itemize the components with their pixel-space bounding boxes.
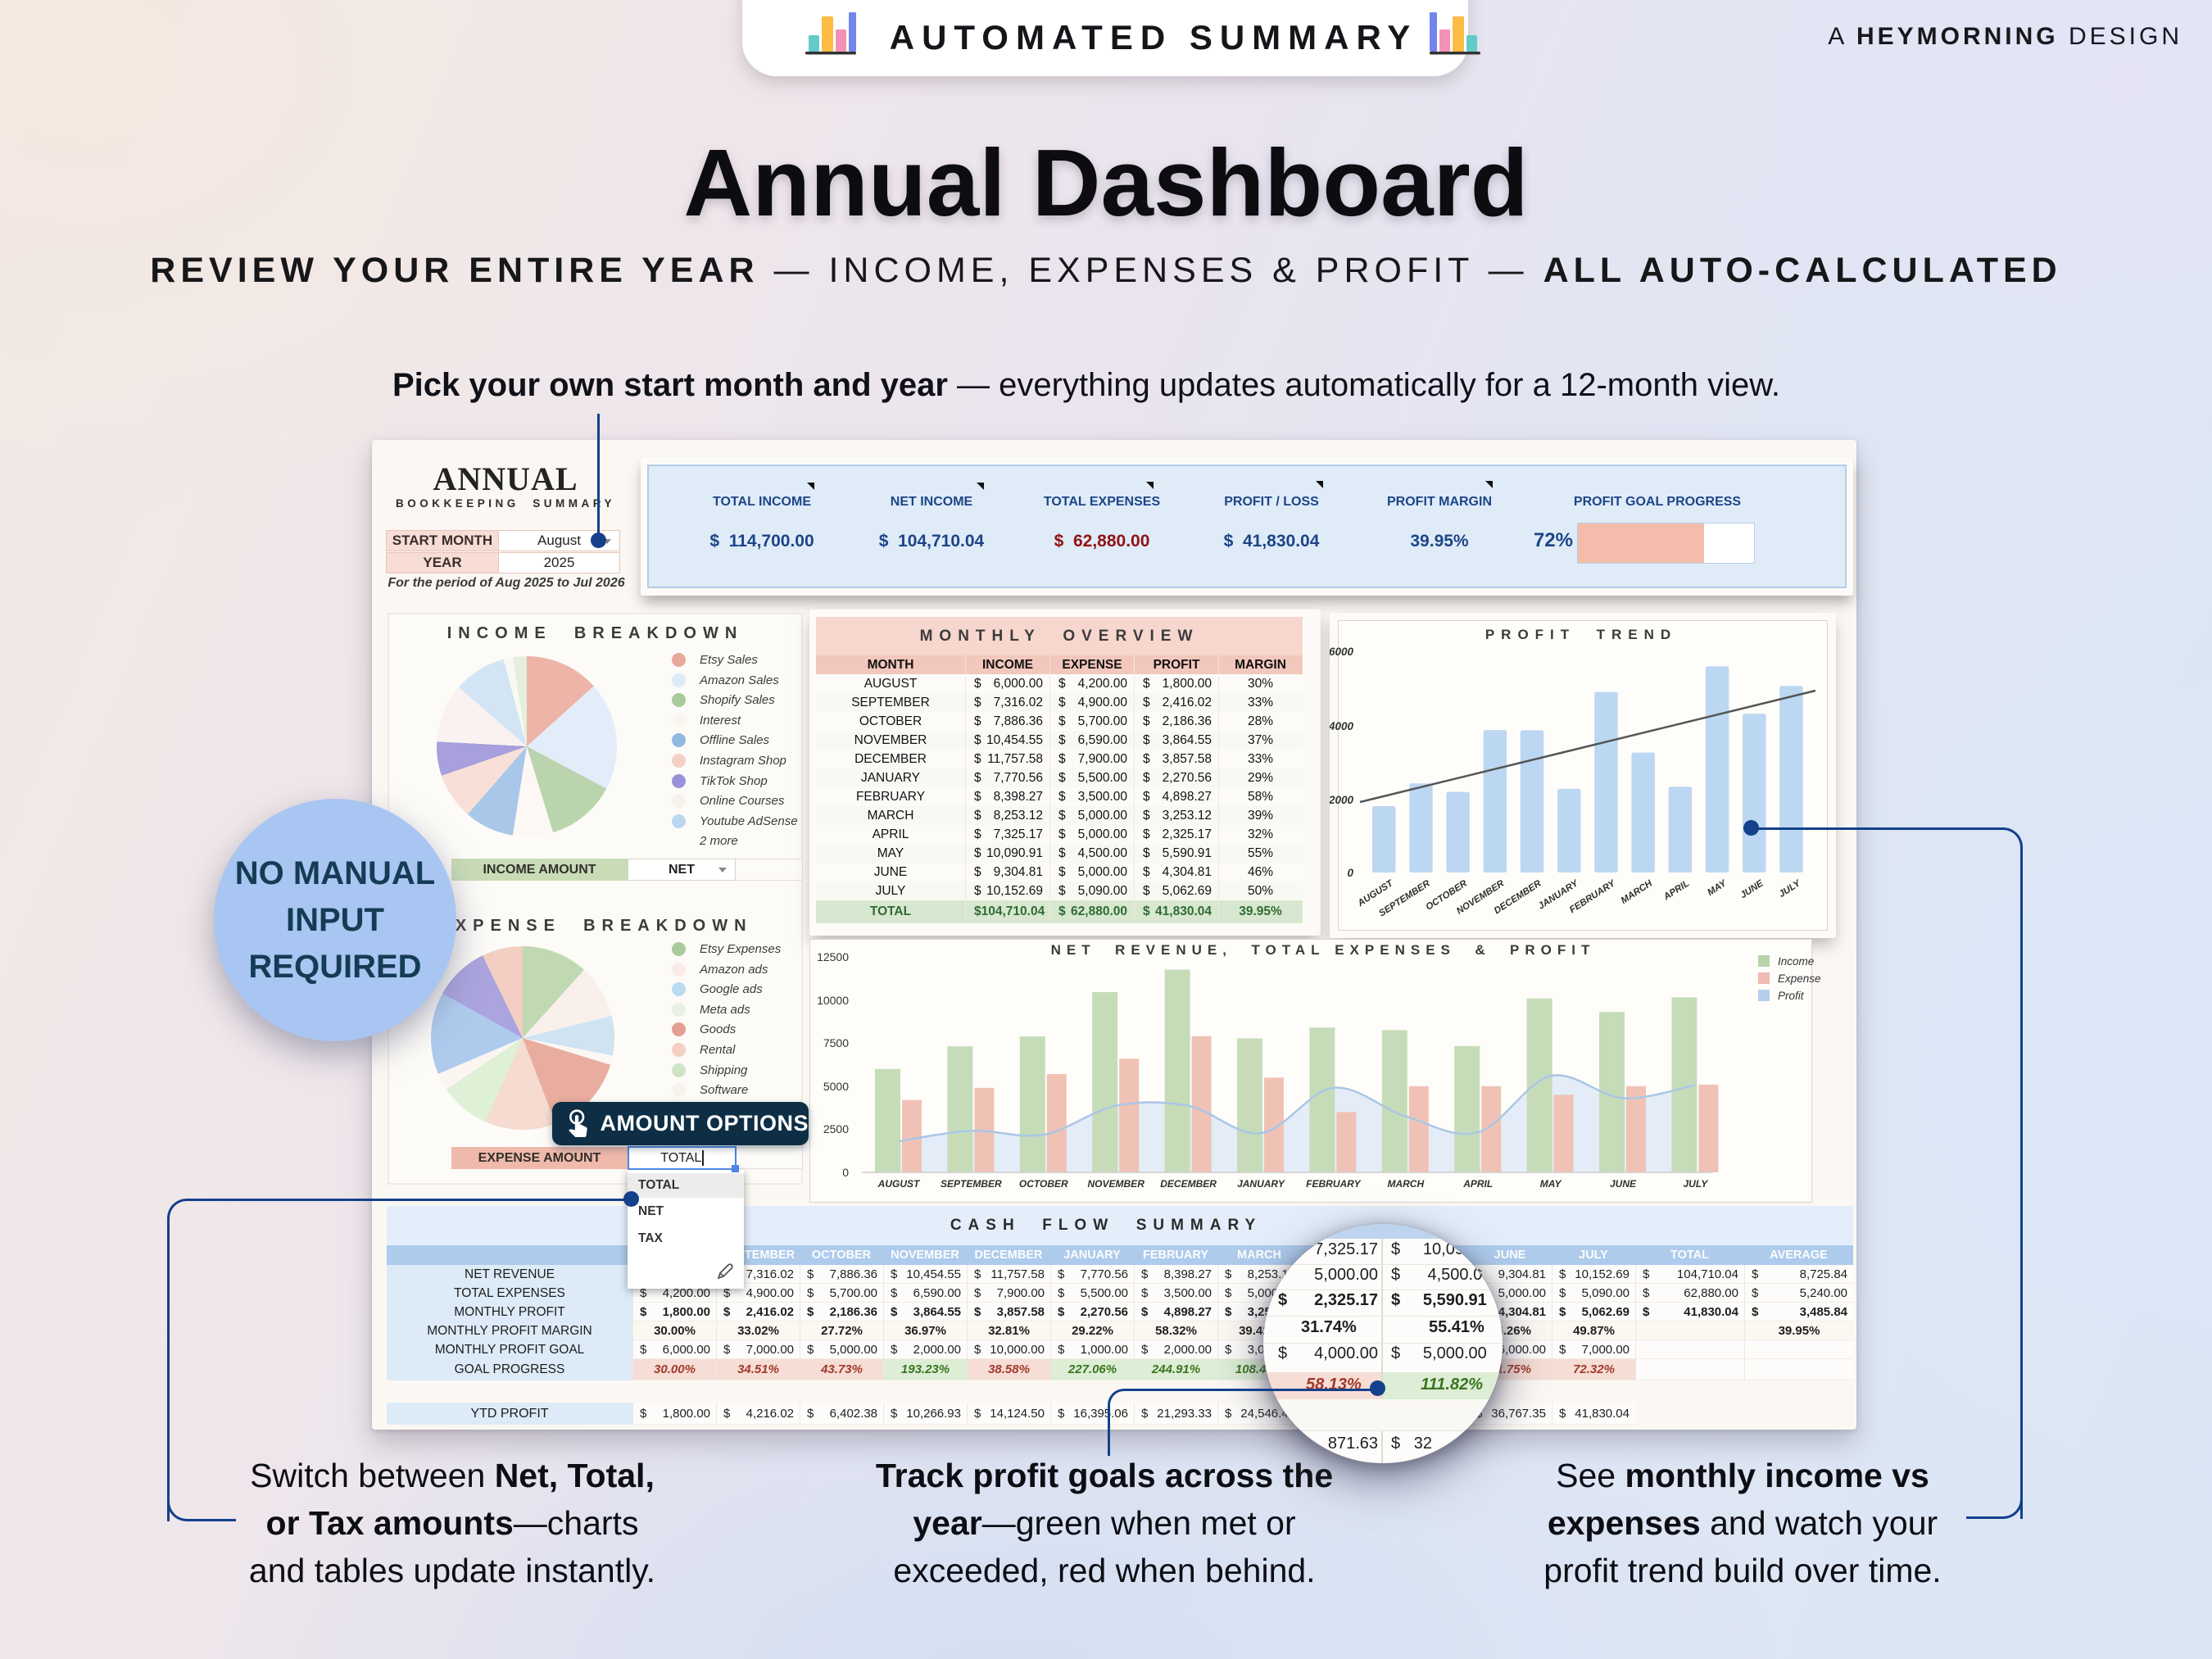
svg-text:6000: 6000 [1330,646,1353,658]
svg-text:4000: 4000 [1330,720,1353,732]
svg-text:AUGUST: AUGUST [877,1178,921,1190]
svg-text:10000: 10000 [817,994,849,1007]
svg-text:MARCH: MARCH [1620,878,1655,906]
svg-text:JULY: JULY [1684,1178,1709,1190]
svg-text:MAY: MAY [1540,1178,1562,1190]
svg-text:JUNE: JUNE [1610,1178,1637,1190]
svg-text:SEPTEMBER: SEPTEMBER [941,1178,1002,1190]
svg-text:MARCH: MARCH [1387,1178,1424,1190]
svg-text:0: 0 [1347,867,1353,879]
svg-text:NOVEMBER: NOVEMBER [1088,1178,1145,1190]
svg-text:2000: 2000 [1330,794,1353,806]
svg-text:2500: 2500 [823,1122,849,1135]
svg-text:APRIL: APRIL [1462,1178,1493,1190]
svg-text:JANUARY: JANUARY [1237,1178,1285,1190]
svg-text:7500: 7500 [823,1036,849,1049]
svg-text:0: 0 [842,1166,849,1179]
svg-text:12500: 12500 [817,950,849,963]
svg-text:MAY: MAY [1706,878,1729,898]
svg-text:OCTOBER: OCTOBER [1019,1178,1068,1190]
svg-text:APRIL: APRIL [1661,878,1691,902]
svg-text:5000: 5000 [823,1080,849,1093]
svg-text:FEBRUARY: FEBRUARY [1306,1178,1361,1190]
svg-text:DECEMBER: DECEMBER [1160,1178,1217,1190]
